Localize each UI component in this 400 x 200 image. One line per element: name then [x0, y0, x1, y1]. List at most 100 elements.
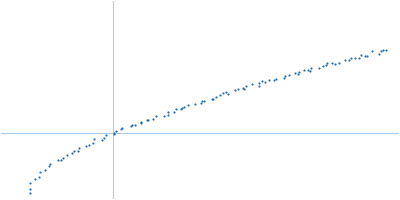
Point	[83, 144, 89, 148]
Point	[241, 87, 248, 90]
Point	[270, 79, 277, 82]
Point	[308, 66, 314, 69]
Point	[295, 73, 302, 76]
Point	[111, 133, 117, 136]
Point	[90, 138, 97, 141]
Point	[364, 55, 371, 58]
Point	[86, 143, 92, 146]
Point	[58, 159, 64, 162]
Point	[262, 80, 268, 84]
Point	[129, 124, 135, 127]
Point	[379, 48, 386, 51]
Point	[324, 62, 330, 65]
Point	[220, 92, 226, 95]
Point	[348, 56, 355, 59]
Point	[153, 114, 159, 118]
Point	[42, 169, 48, 172]
Point	[281, 74, 288, 78]
Point	[59, 156, 66, 159]
Point	[118, 126, 125, 130]
Point	[100, 137, 107, 140]
Point	[179, 107, 185, 110]
Point	[27, 191, 33, 194]
Point	[332, 63, 338, 66]
Point	[71, 149, 77, 153]
Point	[55, 159, 61, 162]
Point	[145, 118, 151, 121]
Point	[112, 129, 119, 132]
Point	[201, 100, 208, 103]
Point	[173, 108, 179, 111]
Point	[74, 149, 81, 152]
Point	[296, 71, 302, 74]
Point	[307, 69, 313, 72]
Point	[342, 58, 348, 62]
Point	[316, 66, 322, 69]
Point	[280, 76, 287, 80]
Point	[329, 62, 335, 65]
Point	[192, 102, 198, 105]
Point	[199, 100, 205, 103]
Point	[300, 69, 307, 72]
Point	[369, 50, 375, 53]
Point	[181, 105, 188, 109]
Point	[103, 134, 110, 137]
Point	[68, 151, 75, 154]
Point	[27, 182, 33, 185]
Point	[305, 68, 311, 71]
Point	[210, 98, 216, 101]
Point	[31, 177, 38, 180]
Point	[273, 77, 279, 81]
Point	[118, 128, 124, 131]
Point	[376, 53, 382, 56]
Point	[46, 164, 52, 167]
Point	[76, 146, 82, 149]
Point	[170, 110, 177, 113]
Point	[161, 114, 167, 118]
Point	[111, 131, 118, 135]
Point	[217, 93, 223, 96]
Point	[150, 117, 156, 121]
Point	[27, 188, 33, 191]
Point	[346, 58, 352, 62]
Point	[144, 118, 150, 121]
Point	[240, 86, 246, 89]
Point	[249, 82, 255, 85]
Point	[37, 170, 44, 174]
Point	[286, 74, 292, 77]
Point	[198, 102, 205, 105]
Point	[178, 107, 184, 110]
Point	[256, 81, 262, 85]
Point	[352, 56, 358, 59]
Point	[36, 175, 42, 179]
Point	[266, 78, 272, 81]
Point	[132, 123, 138, 126]
Point	[225, 92, 232, 95]
Point	[232, 89, 238, 92]
Point	[47, 163, 53, 166]
Point	[138, 120, 144, 123]
Point	[138, 121, 145, 125]
Point	[213, 95, 219, 98]
Point	[127, 124, 134, 128]
Point	[358, 53, 364, 57]
Point	[383, 48, 389, 51]
Point	[223, 90, 230, 93]
Point	[336, 61, 342, 65]
Point	[320, 64, 326, 68]
Point	[165, 114, 171, 117]
Point	[99, 138, 106, 141]
Point	[356, 56, 362, 59]
Point	[64, 154, 70, 157]
Point	[378, 49, 384, 53]
Point	[165, 110, 172, 113]
Point	[256, 84, 262, 87]
Point	[242, 85, 249, 88]
Point	[90, 142, 96, 145]
Point	[259, 80, 265, 83]
Point	[234, 87, 241, 90]
Point	[322, 64, 329, 67]
Point	[291, 72, 298, 75]
Point	[209, 97, 215, 100]
Point	[362, 54, 368, 58]
